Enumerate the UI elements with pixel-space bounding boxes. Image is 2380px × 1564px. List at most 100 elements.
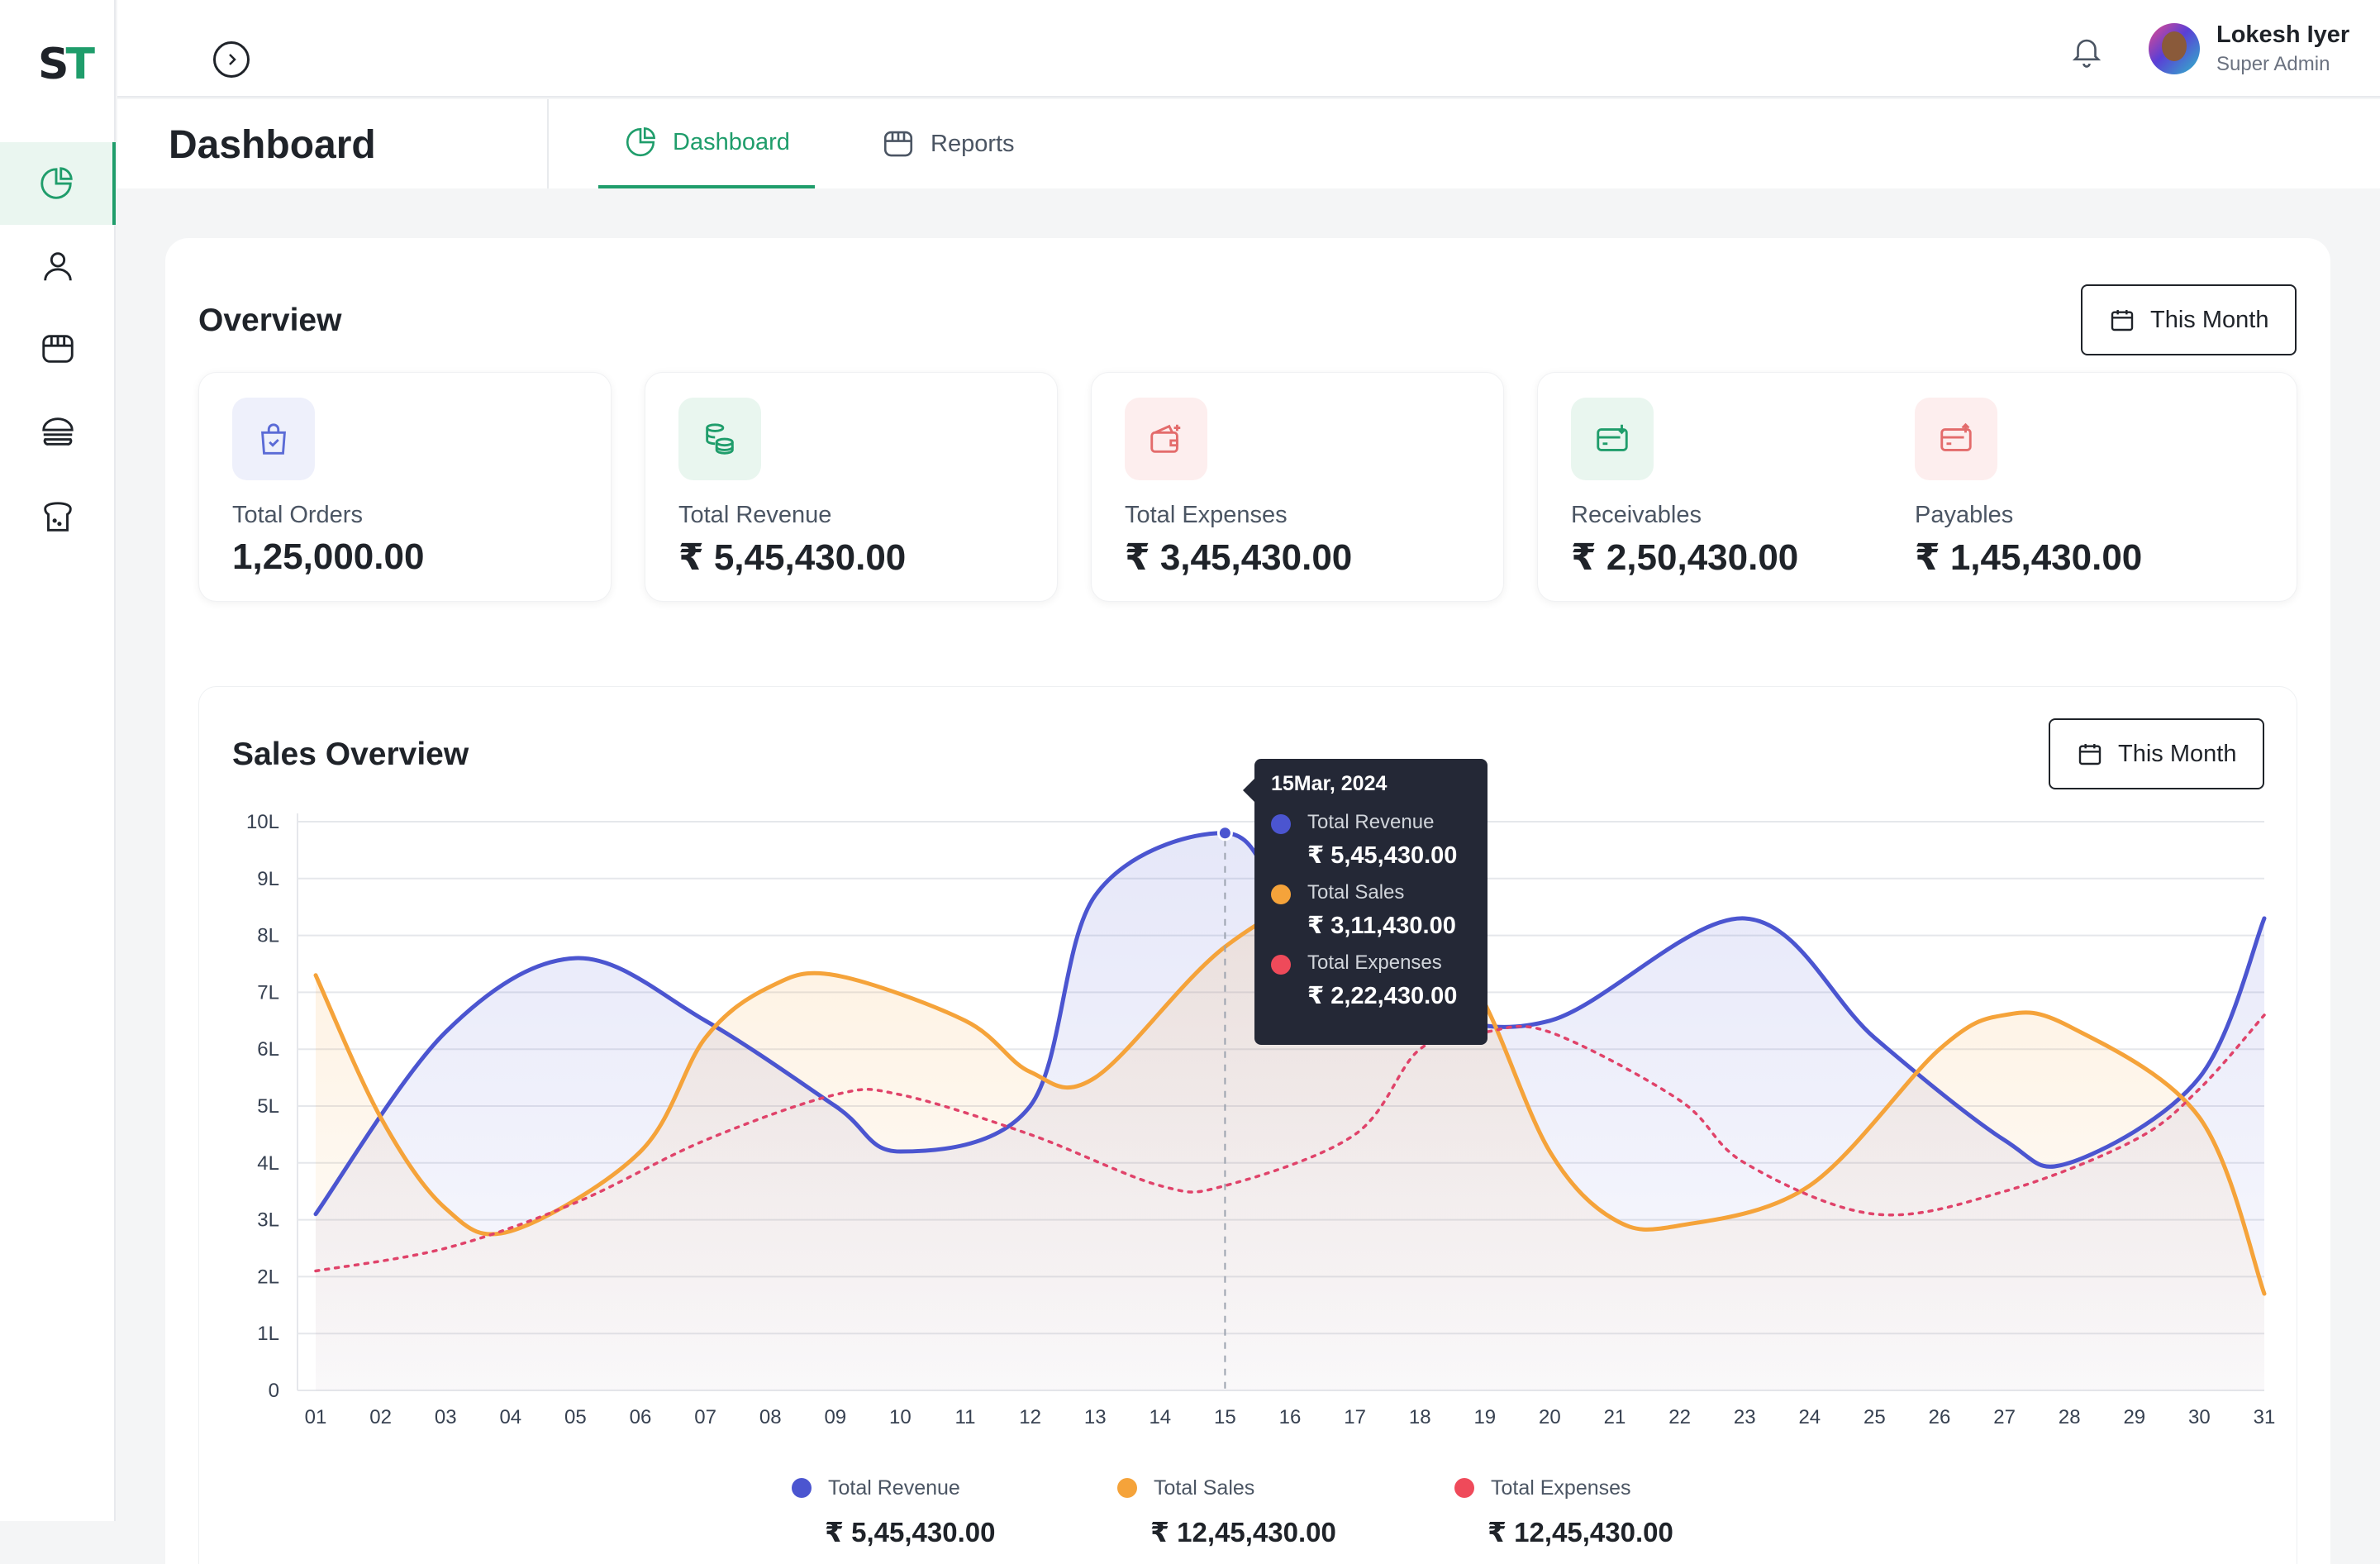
stat-value: ₹ 3,45,430.00: [1125, 537, 1353, 578]
x-tick-label: 18: [1409, 1406, 1431, 1428]
stat-icon-box: [1571, 398, 1654, 480]
pie-chart-icon: [40, 167, 73, 199]
stat-card-revenue: Total Revenue ₹ 5,45,430.00: [645, 372, 1058, 602]
legend-dot: [1271, 885, 1291, 904]
x-tick-label: 23: [1734, 1406, 1756, 1428]
x-tick-label: 10: [889, 1406, 912, 1428]
legend-label: Total Sales: [1154, 1476, 1255, 1500]
card-out-icon: [1940, 422, 1972, 451]
sales-overview-title: Sales Overview: [232, 737, 469, 772]
series-sales-area: [316, 874, 2264, 1390]
x-tick-label: 27: [1993, 1406, 2016, 1428]
stat-value: ₹ 5,45,430.00: [678, 537, 907, 578]
x-tick-label: 24: [1798, 1406, 1821, 1428]
stat-value: ₹ 2,50,430.00: [1571, 537, 1799, 578]
x-tick-label: 15: [1214, 1406, 1236, 1428]
x-axis-ticks: 01 02 03 04 05 06 07 08 09 10 11 12 13 14 15 16 17 18 19 20…: [305, 1406, 2276, 1428]
x-tick-label: 25: [1864, 1406, 1886, 1428]
y-tick-label: 3L: [257, 1209, 279, 1232]
chart-areas: [316, 832, 2264, 1390]
x-tick-label: 22: [1668, 1406, 1691, 1428]
sub-header: Dashboard Dashboard Reports: [117, 99, 2380, 188]
stat-label: Total Expenses: [1125, 502, 1288, 528]
bread-icon: [44, 502, 72, 532]
overview-title: Overview: [198, 303, 342, 338]
y-tick-label: 1L: [257, 1323, 279, 1345]
avatar[interactable]: [2149, 23, 2200, 74]
y-tick-label: 2L: [257, 1266, 279, 1288]
x-tick-label: 01: [305, 1406, 327, 1428]
tooltip-value: ₹ 2,22,430.00: [1307, 983, 1458, 1009]
x-tick-label: 12: [1019, 1406, 1041, 1428]
x-tick-label: 13: [1084, 1406, 1107, 1428]
user-name: Lokesh Iyer: [2216, 21, 2350, 48]
overview-period-button[interactable]: This Month: [2081, 284, 2297, 355]
app-logo[interactable]: ST: [38, 40, 95, 89]
tooltip-date: 15Mar, 2024: [1271, 772, 1388, 795]
x-tick-label: 30: [2188, 1406, 2211, 1428]
sidebar-toggle-button[interactable]: [213, 41, 250, 78]
calendar-icon: [2111, 310, 2134, 331]
tooltip-value: ₹ 5,45,430.00: [1307, 842, 1458, 869]
sidebar-item-users[interactable]: [0, 225, 116, 308]
stat-label: Payables: [1915, 502, 2014, 528]
x-tick-label: 07: [694, 1406, 716, 1428]
legend-dot: [792, 1478, 812, 1498]
tooltip-value: ₹ 3,11,430.00: [1307, 913, 1456, 939]
y-tick-label: 6L: [257, 1038, 279, 1061]
hover-point: [1216, 825, 1233, 842]
tab-label: Dashboard: [673, 128, 790, 155]
chevron-right-icon: [229, 54, 236, 65]
logo-letter-t: T: [65, 40, 95, 89]
sales-period-button[interactable]: This Month: [2049, 718, 2265, 789]
x-tick-label: 31: [2254, 1406, 2276, 1428]
tab-dashboard[interactable]: Dashboard: [598, 99, 815, 188]
logo-letter-s: S: [38, 40, 69, 89]
pie-chart-icon: [626, 126, 656, 157]
tab-reports[interactable]: Reports: [864, 99, 1031, 188]
period-label: This Month: [2118, 740, 2237, 767]
y-tick-label: 4L: [257, 1152, 279, 1175]
coins-icon: [706, 423, 734, 455]
x-tick-label: 17: [1344, 1406, 1366, 1428]
sidebar-item-bakery[interactable]: [0, 476, 116, 559]
sidebar-item-stores[interactable]: [0, 308, 116, 390]
x-tick-label: 16: [1279, 1406, 1302, 1428]
x-tick-label: 20: [1539, 1406, 1561, 1428]
x-tick-label: 08: [759, 1406, 782, 1428]
legend-value: ₹ 12,45,430.00: [1488, 1517, 1673, 1547]
user-role: Super Admin: [2216, 53, 2330, 75]
chart-tooltip: 15Mar, 2024 Total Revenue ₹ 5,45,430.00 …: [1243, 759, 1488, 1045]
y-tick-label: 8L: [257, 925, 279, 947]
wallet-icon: [1150, 424, 1181, 453]
x-tick-label: 04: [499, 1406, 521, 1428]
period-label: This Month: [2150, 306, 2269, 333]
burger-icon: [42, 417, 74, 446]
legend-label: Total Expenses: [1491, 1476, 1631, 1500]
tooltip-row-sales: Total Sales ₹ 3,11,430.00: [1271, 881, 1471, 940]
legend-dot: [1271, 814, 1291, 834]
divider: [547, 99, 549, 188]
stat-icon-box: [678, 398, 761, 480]
stat-label: Total Revenue: [678, 502, 832, 528]
tab-label: Reports: [931, 130, 1015, 157]
card-in-icon: [1597, 424, 1628, 451]
tooltip-label: Total Revenue: [1307, 811, 1435, 833]
sidebar-item-dashboard[interactable]: [0, 142, 116, 225]
sidebar: ST: [0, 0, 116, 1521]
x-tick-label: 03: [435, 1406, 457, 1428]
stat-icon-box: [232, 398, 315, 480]
x-tick-label: 11: [955, 1406, 976, 1428]
stat-icon-box: [1125, 398, 1207, 480]
x-tick-label: 29: [2123, 1406, 2145, 1428]
y-tick-label: 7L: [257, 981, 279, 1004]
store-icon: [883, 131, 913, 157]
top-bar: Lokesh Iyer Super Admin: [117, 0, 2380, 98]
sidebar-item-menu[interactable]: [0, 390, 116, 473]
x-tick-label: 21: [1604, 1406, 1626, 1428]
stat-card-orders: Total Orders 1,25,000.00: [198, 372, 612, 602]
x-tick-label: 26: [1929, 1406, 1951, 1428]
calendar-icon: [2078, 744, 2102, 765]
bell-icon[interactable]: [2069, 35, 2104, 69]
